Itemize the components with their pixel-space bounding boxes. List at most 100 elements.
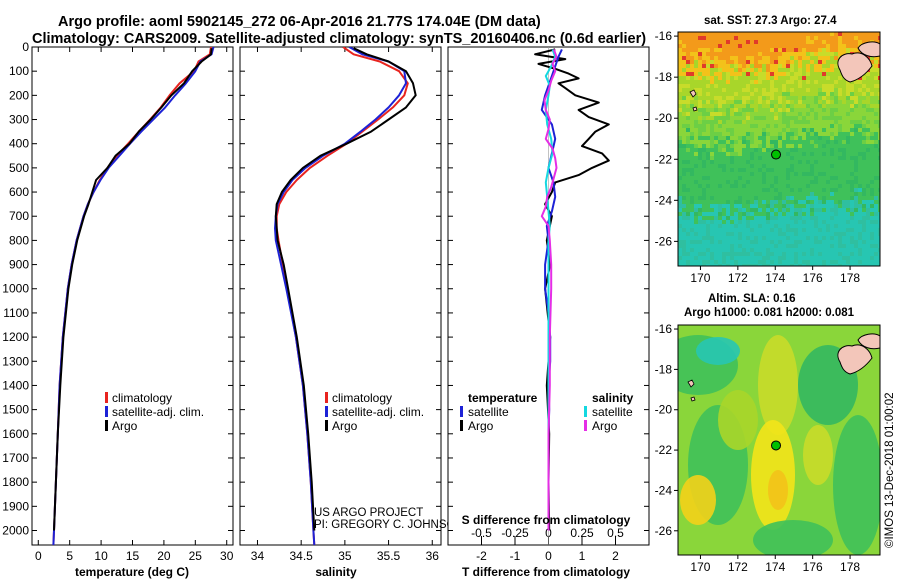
sst-cell xyxy=(874,152,878,156)
sst-cell xyxy=(778,68,782,72)
sst-cell xyxy=(726,128,730,132)
sst-cell xyxy=(694,224,698,228)
sst-cell xyxy=(862,132,866,136)
sst-cell xyxy=(762,56,766,60)
sst-cell xyxy=(718,232,722,236)
sst-cell xyxy=(770,120,774,124)
sst-cell xyxy=(686,164,690,168)
sst-cell xyxy=(814,172,818,176)
sst-cell xyxy=(818,156,822,160)
sst-cell xyxy=(770,252,774,256)
sst-cell xyxy=(794,200,798,204)
sst-cell xyxy=(718,56,722,60)
sst-cell xyxy=(718,188,722,192)
sst-cell xyxy=(846,160,850,164)
sst-cell xyxy=(698,120,702,124)
depth-tick-label: 700 xyxy=(9,209,29,223)
sst-cell xyxy=(858,140,862,144)
sst-cell xyxy=(842,80,846,84)
sst-cell xyxy=(842,244,846,248)
sst-cell xyxy=(782,96,786,100)
sst-cell xyxy=(758,244,762,248)
sst-cell xyxy=(874,228,878,232)
sst-cell xyxy=(758,144,762,148)
sst-cell xyxy=(854,36,858,40)
sst-land xyxy=(689,41,880,112)
sst-cell xyxy=(702,132,706,136)
sst-cell xyxy=(838,92,842,96)
sst-cell xyxy=(846,144,850,148)
sst-cell xyxy=(734,120,738,124)
sla-blob xyxy=(680,475,716,525)
sst-cell xyxy=(874,248,878,252)
sst-cell xyxy=(806,140,810,144)
sst-cell xyxy=(858,156,862,160)
sst-cell xyxy=(862,252,866,256)
sst-cell xyxy=(874,88,878,92)
sst-cell xyxy=(798,236,802,240)
sst-cell xyxy=(678,32,682,36)
sst-cell xyxy=(758,108,762,112)
sst-cell xyxy=(770,104,774,108)
sst-cell xyxy=(866,256,870,260)
sst-cell xyxy=(738,248,742,252)
sst-cell xyxy=(690,72,694,76)
depth-axis: 0100200300400500600700800900100011001200… xyxy=(2,40,233,537)
sst-cell xyxy=(834,56,838,60)
sst-cell xyxy=(770,196,774,200)
sst-cell xyxy=(842,224,846,228)
sst-cell xyxy=(806,200,810,204)
sst-cell xyxy=(750,264,754,266)
sst-cell xyxy=(694,264,698,266)
sst-cell xyxy=(818,168,822,172)
sst-cell xyxy=(758,72,762,76)
sst-cell xyxy=(822,204,826,208)
sst-cell xyxy=(786,256,790,260)
sst-cell xyxy=(786,136,790,140)
sst-cell xyxy=(746,132,750,136)
sst-cell xyxy=(698,216,702,220)
sst-cell xyxy=(878,32,880,36)
sst-cell xyxy=(822,192,826,196)
sst-cell xyxy=(774,244,778,248)
sst-cell xyxy=(866,92,870,96)
sst-cell xyxy=(778,120,782,124)
sst-cell xyxy=(862,172,866,176)
sst-cell xyxy=(878,60,880,64)
sst-cell xyxy=(806,120,810,124)
sst-cell xyxy=(798,212,802,216)
sst-cell xyxy=(738,44,742,48)
sst-cell xyxy=(682,128,686,132)
sst-cell xyxy=(690,44,694,48)
sst-cell xyxy=(866,248,870,252)
sst-cell xyxy=(862,116,866,120)
sst-cell xyxy=(846,168,850,172)
sst-cell xyxy=(758,236,762,240)
sst-cell xyxy=(746,228,750,232)
sst-cell xyxy=(766,56,770,60)
sst-cell xyxy=(694,228,698,232)
x-tick-label: 34 xyxy=(251,549,265,563)
sst-cell xyxy=(702,52,706,56)
sst-cell xyxy=(822,160,826,164)
sst-cell xyxy=(786,56,790,60)
sla-map-axes: 170 172 174 176 178-16-18-20-22-24-26 xyxy=(655,322,861,574)
sst-cell xyxy=(846,128,850,132)
sst-cell xyxy=(678,136,682,140)
sst-cell xyxy=(718,100,722,104)
sst-cell xyxy=(746,88,750,92)
sst-cell xyxy=(814,44,818,48)
sst-cell xyxy=(810,164,814,168)
sst-cell xyxy=(706,248,710,252)
sst-cell xyxy=(854,216,858,220)
sst-cell xyxy=(850,244,854,248)
sst-cell xyxy=(858,88,862,92)
sst-cell xyxy=(694,112,698,116)
sst-cell xyxy=(698,224,702,228)
sst-cell xyxy=(722,56,726,60)
sst-cell xyxy=(878,160,880,164)
sst-cell xyxy=(838,204,842,208)
sst-cell xyxy=(710,208,714,212)
sst-cell xyxy=(718,40,722,44)
sst-cell xyxy=(802,100,806,104)
